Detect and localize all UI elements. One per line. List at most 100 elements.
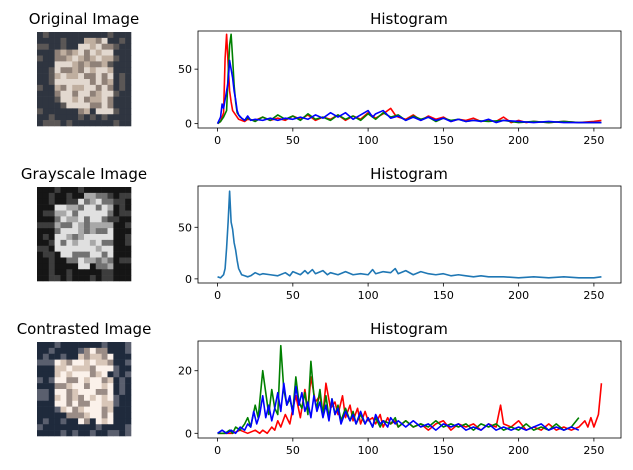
- histogram-1-xtick-label: 100: [358, 134, 379, 147]
- image-1-pixel: [37, 108, 44, 115]
- image-3-pixel: [66, 359, 73, 366]
- image-1-pixel: [66, 67, 73, 74]
- image-2-pixel: [78, 222, 85, 229]
- image-2-pixel: [101, 222, 108, 229]
- image-3-pixel: [95, 400, 102, 407]
- image-3-pixel: [78, 400, 85, 407]
- image-3-pixel: [119, 389, 126, 396]
- image-1-pixel: [42, 120, 50, 127]
- image-3-pixel: [78, 418, 85, 425]
- image-1-pixel: [72, 84, 79, 92]
- image-1-pixel: [119, 43, 126, 50]
- image-2-pixel: [54, 263, 61, 270]
- image-3-pixel: [89, 347, 97, 355]
- image-3-pixel: [78, 406, 85, 413]
- image-2-pixel: [89, 216, 97, 223]
- image-1-pixel: [95, 114, 102, 121]
- image-2-pixel: [107, 222, 114, 229]
- image-3-pixel: [113, 365, 120, 372]
- image-3-pixel: [89, 418, 97, 425]
- image-3-pixel: [42, 347, 50, 355]
- histogram-3-xtick-label: 250: [583, 444, 604, 457]
- image-1-pixel: [78, 90, 85, 97]
- image-3-pixel: [48, 389, 55, 396]
- image-1-pixel: [125, 79, 132, 86]
- image-2-pixel: [125, 210, 132, 217]
- image-3-pixel: [48, 430, 55, 437]
- image-3-pixel: [72, 353, 79, 360]
- image-3-pixel: [42, 412, 50, 419]
- image-2-pixel: [119, 192, 126, 200]
- image-3-pixel: [60, 400, 67, 407]
- image-1-pixel: [95, 102, 102, 109]
- image-3-pixel: [119, 412, 126, 419]
- image-1-pixel: [37, 43, 44, 50]
- image-1-pixel: [42, 37, 50, 45]
- image-2-pixel: [119, 239, 126, 247]
- image-3-pixel: [60, 430, 67, 437]
- image-1-pixel: [101, 37, 108, 45]
- image-1-pixel: [125, 90, 132, 97]
- image-2-pixel: [95, 234, 102, 241]
- image-2-pixel: [119, 251, 126, 258]
- image-1-pixel: [107, 84, 114, 92]
- image-3-pixel: [60, 406, 67, 413]
- image-3-pixel: [37, 347, 44, 355]
- image-3-pixel: [119, 347, 126, 355]
- image-3-pixel: [78, 412, 85, 419]
- image-2-pixel: [42, 263, 50, 270]
- image-2-pixel: [107, 216, 114, 223]
- image-1-pixel: [113, 90, 120, 97]
- image-2-pixel: [66, 263, 73, 270]
- image-1-pixel: [89, 49, 97, 56]
- image-2-pixel: [125, 245, 132, 252]
- image-2-pixel: [72, 263, 79, 270]
- image-1-pixel: [113, 84, 120, 92]
- image-1-pixel: [107, 32, 114, 39]
- image-1-pixel: [113, 32, 120, 39]
- image-1-pixel: [101, 61, 108, 68]
- histogram-2-xtick-label: 200: [508, 289, 529, 302]
- image-2-pixel: [37, 228, 44, 235]
- image-3-pixel: [72, 371, 79, 378]
- image-1-pixel: [101, 67, 108, 74]
- image-2-pixel: [72, 192, 79, 200]
- image-3-pixel: [113, 342, 120, 349]
- image-3-pixel: [48, 365, 55, 372]
- image-2-pixel: [72, 269, 79, 276]
- histogram-3-axes-frame: [197, 340, 622, 439]
- image-1-pixel: [95, 55, 102, 62]
- image-1-pixel: [42, 79, 50, 86]
- image-1-pixel: [107, 37, 114, 45]
- image-1-pixel: [78, 108, 85, 115]
- image-3-pixel: [48, 347, 55, 355]
- image-1-pixel: [125, 49, 132, 56]
- histogram-3-ytick-label: 0: [185, 427, 192, 440]
- image-2-pixel: [60, 216, 67, 223]
- image-2-pixel: [101, 269, 108, 276]
- image-2-pixel: [78, 204, 85, 211]
- image-2-pixel: [37, 204, 44, 211]
- image-2-pixel: [113, 210, 120, 217]
- image-1-pixel: [107, 61, 114, 68]
- image-2-pixel: [42, 210, 50, 217]
- image-3-pixel: [66, 353, 73, 360]
- image-2-pixel: [54, 257, 61, 264]
- image-3-pixel: [113, 389, 120, 396]
- image-2-pixel: [66, 187, 73, 194]
- image-1-pixel: [101, 55, 108, 62]
- image-2-pixel: [37, 222, 44, 229]
- image-1-pixel: [84, 96, 91, 103]
- image-1-pixel: [101, 114, 108, 121]
- image-2-pixel: [48, 239, 55, 247]
- image-2-pixel: [84, 198, 91, 205]
- image-2-pixel: [125, 269, 132, 276]
- image-3-pixel: [54, 377, 61, 384]
- image-2-pixel: [95, 216, 102, 223]
- image-2-pixel: [101, 210, 108, 217]
- image-2-pixel: [95, 245, 102, 252]
- image-3-pixel: [78, 383, 85, 390]
- image-1-pixel: [113, 73, 120, 80]
- image-2-pixel: [37, 210, 44, 217]
- image-1-pixel: [89, 120, 97, 127]
